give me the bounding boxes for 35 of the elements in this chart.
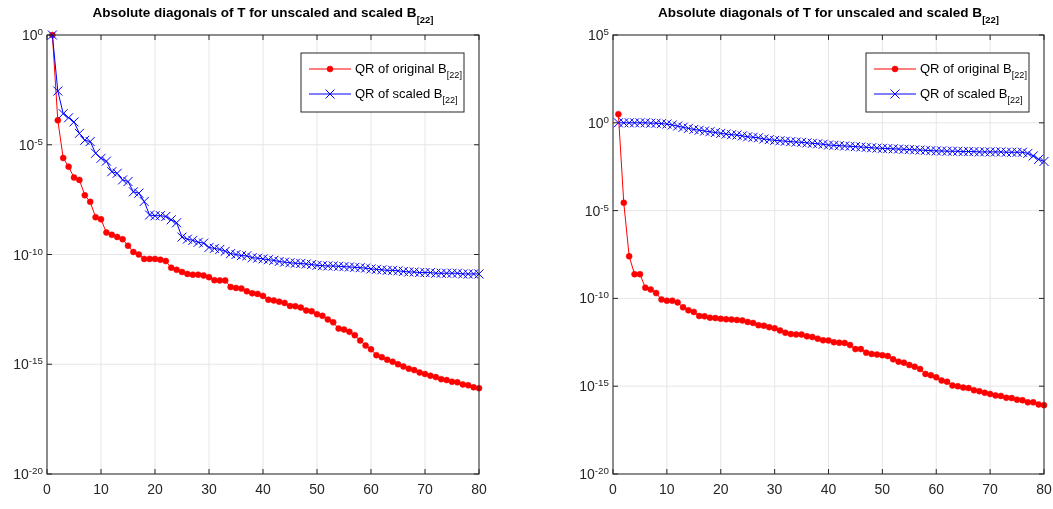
x-tick-label: 20 xyxy=(147,481,163,497)
x-tick-label: 30 xyxy=(766,481,783,497)
y-tick-label: 10$^{5}$ xyxy=(587,25,610,43)
legend-label: QR of scaled B$_{[22]}$ xyxy=(920,86,1023,105)
x-tick-label: 10 xyxy=(93,481,109,497)
x-tick-label: 20 xyxy=(712,481,729,497)
y-tick-label: 10$^{-10}$ xyxy=(13,245,44,263)
y-tick-label: 10$^{-5}$ xyxy=(584,201,610,219)
y-tick-label: 10$^{-15}$ xyxy=(579,376,610,395)
x-tick-label: 50 xyxy=(309,481,325,497)
x-tick-label: 50 xyxy=(874,481,891,497)
x-tick-label: 80 xyxy=(471,481,487,497)
x-tick-label: 80 xyxy=(1036,481,1052,497)
y-tick-label: 10$^{-15}$ xyxy=(13,354,44,373)
legend-label: QR of scaled B$_{[22]}$ xyxy=(355,86,458,105)
x-tick-label: 70 xyxy=(417,481,433,497)
x-tick-label: 10 xyxy=(659,481,675,497)
x-tick-label: 60 xyxy=(928,481,945,497)
y-tick-label: 10$^{0}$ xyxy=(21,25,44,43)
x-tick-label: 70 xyxy=(982,481,999,497)
legend-label: QR of original B$_{[22]}$ xyxy=(920,61,1027,80)
legend-label: QR of original B$_{[22]}$ xyxy=(355,61,462,80)
y-tick-label: 10$^{-20}$ xyxy=(13,464,44,482)
y-tick-label: 10$^{-20}$ xyxy=(579,464,610,482)
x-tick-label: 0 xyxy=(43,481,52,497)
x-tick-label: 30 xyxy=(201,481,217,497)
x-tick-label: 40 xyxy=(820,481,837,497)
x-tick-label: 0 xyxy=(609,481,618,497)
y-tick-label: 10$^{-10}$ xyxy=(579,288,610,307)
x-tick-label: 60 xyxy=(363,481,379,497)
x-tick-label: 40 xyxy=(255,481,271,497)
chart-title: Absolute diagonals of T for unscaled and scaled B$_{[22]}$ xyxy=(658,5,999,25)
y-tick-label: 10$^{0}$ xyxy=(587,113,610,131)
chart-title: Absolute diagonals of T for unscaled and scaled B$_{[22]}$ xyxy=(92,5,434,25)
y-tick-label: 10$^{-5}$ xyxy=(18,135,44,153)
